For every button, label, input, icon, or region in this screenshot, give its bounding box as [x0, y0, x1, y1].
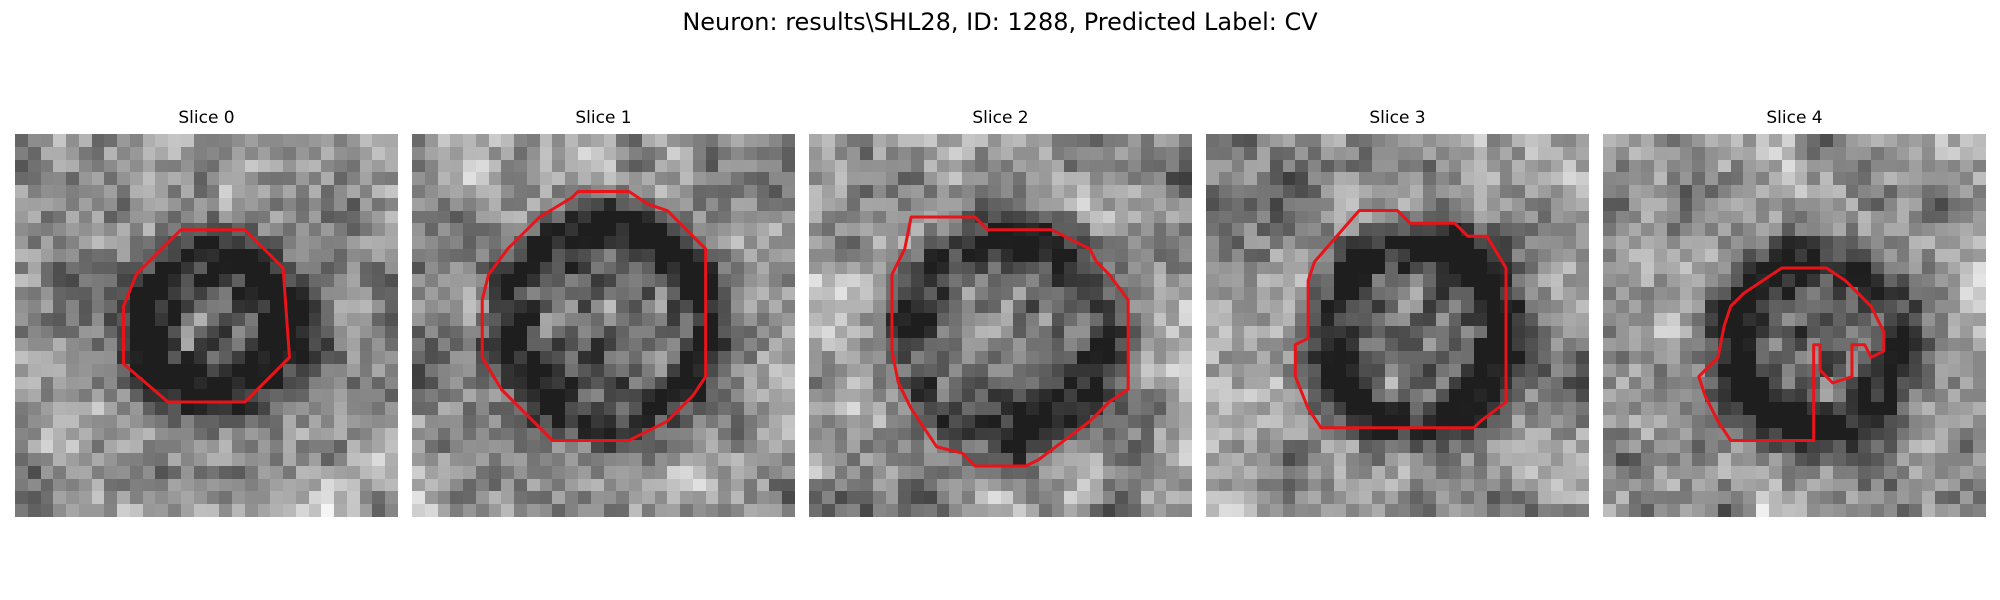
slice-image: [1206, 134, 1589, 517]
slice-image: [1603, 134, 1986, 517]
slice-panel-1: Slice 1: [412, 108, 795, 520]
slice-title: Slice 0: [178, 108, 235, 128]
slice-image: [809, 134, 1192, 517]
slice-title: Slice 1: [575, 108, 632, 128]
slice-title: Slice 4: [1766, 108, 1823, 128]
figure-title: Neuron: results\SHL28, ID: 1288, Predict…: [682, 8, 1318, 36]
slice-image: [15, 134, 398, 517]
slice-panel-4: Slice 4: [1603, 108, 1986, 520]
slice-title: Slice 2: [972, 108, 1029, 128]
slice-panel-2: Slice 2: [809, 108, 1192, 520]
slice-title: Slice 3: [1369, 108, 1426, 128]
slice-panel-3: Slice 3: [1206, 108, 1589, 520]
slice-panel-0: Slice 0: [15, 108, 398, 520]
slice-image: [412, 134, 795, 517]
